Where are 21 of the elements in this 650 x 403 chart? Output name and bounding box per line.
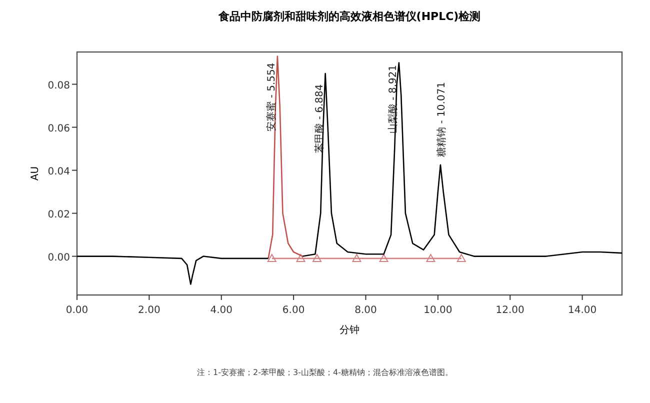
y-tick-label: 0.02: [48, 209, 70, 220]
annotation: 苯甲酸 - 6.884: [313, 84, 326, 153]
x-tick-label: 10.00: [424, 305, 452, 316]
y-tick-label: 0.06: [48, 123, 70, 134]
x-tick-label: 12.00: [496, 305, 524, 316]
x-tick-label: 14.00: [568, 305, 597, 316]
chart-title: 食品中防腐剂和甜味剂的高效液相色谱仪(HPLC)检测: [217, 10, 481, 23]
y-tick-label: 0.04: [48, 166, 70, 178]
annotation: 安赛蜜 - 5.554: [265, 62, 278, 132]
y-axis-title: AU: [30, 166, 41, 181]
x-tick-label: 4.00: [210, 305, 233, 316]
x-axis-title: 分钟: [340, 324, 360, 336]
x-tick-label: 8.00: [354, 305, 377, 316]
x-tick-label: 0.00: [66, 305, 88, 316]
text: 注：1-安赛蜜；2-苯甲酸；3-山梨酸；4-糖精钠；混合标准溶液色谱图。: [197, 368, 453, 377]
annotation: 山梨酸 - 8.921: [386, 64, 399, 134]
y-tick-label: 0.00: [48, 252, 70, 264]
x-tick-label: 2.00: [138, 305, 160, 316]
x-tick-label: 6.00: [282, 305, 305, 316]
y-tick-label: 0.08: [48, 80, 70, 92]
annotation: 糖精钠 - 10.071: [435, 82, 448, 157]
